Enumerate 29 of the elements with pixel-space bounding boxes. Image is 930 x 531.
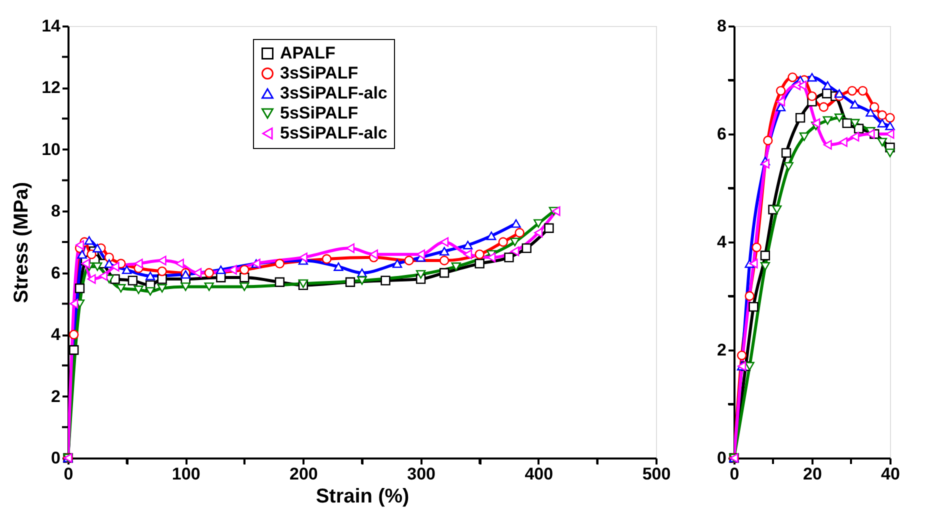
x-tick-label: 300 — [407, 464, 436, 484]
y-tick-label: 2 — [51, 386, 60, 406]
legend-label: 3sSiPALF — [280, 64, 358, 82]
legend-label: 5sSiPALF-alc — [280, 124, 388, 142]
y-tick-label: 8 — [717, 16, 726, 36]
y-tick-label: 12 — [42, 78, 60, 98]
y-axis-title: Stress (MPa) — [10, 182, 33, 304]
y-tick-label: 2 — [717, 340, 726, 360]
y-tick-label: 0 — [717, 448, 726, 468]
x-tick-label: 500 — [642, 464, 671, 484]
y-tick-label: 14 — [42, 16, 62, 36]
y-tick-label: 6 — [717, 124, 726, 144]
x-tick-label: 40 — [881, 464, 900, 484]
y-tick-label: 4 — [51, 325, 62, 344]
y-tick-label: 10 — [42, 140, 60, 159]
x-axis-title: Strain (%) — [316, 486, 410, 508]
x-tick-label: 200 — [290, 464, 318, 484]
legend-label: 3sSiPALF-alc — [280, 84, 388, 102]
x-tick-label: 100 — [172, 464, 200, 484]
y-tick-label: 8 — [51, 202, 60, 221]
x-tick-label: 0 — [730, 464, 740, 484]
x-tick-label: 400 — [524, 464, 554, 484]
y-tick-label: 0 — [51, 448, 60, 468]
x-tick-label: 0 — [64, 464, 74, 484]
legend-label: 5sSiPALF — [280, 104, 358, 122]
y-tick-label: 6 — [51, 263, 60, 282]
legend-label: APALF — [280, 44, 336, 62]
y-tick-label: 4 — [717, 232, 728, 252]
x-tick-label: 20 — [803, 464, 822, 484]
